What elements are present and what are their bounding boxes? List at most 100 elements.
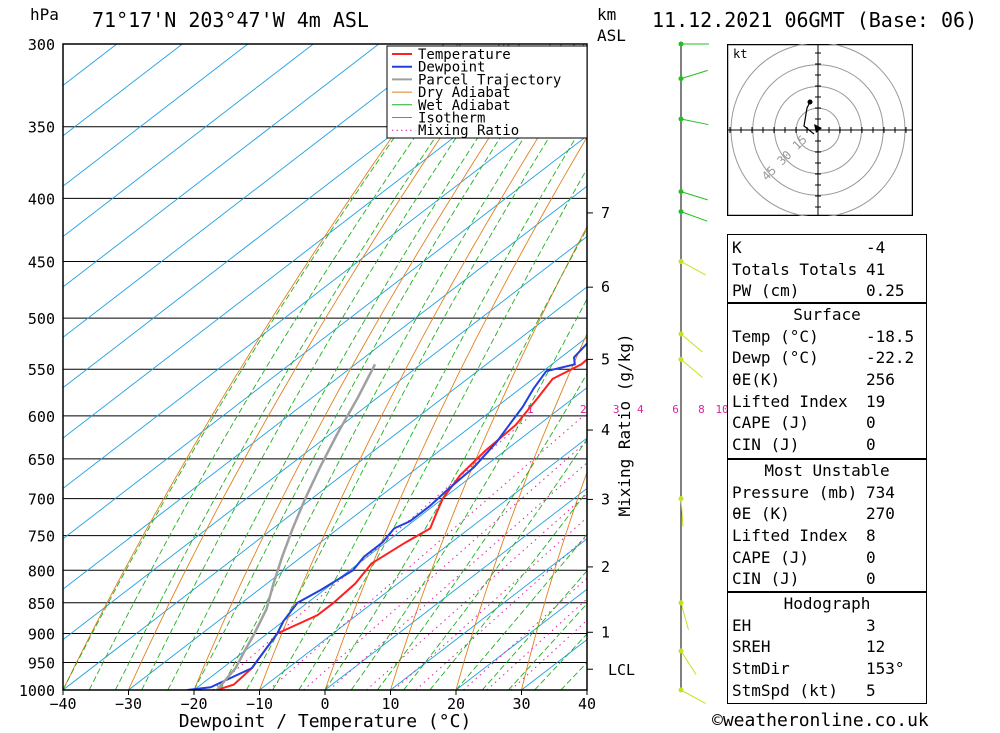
most-unstable-index-value: 0 <box>866 547 876 567</box>
wet-adiabat-line <box>324 227 587 690</box>
legend-entry: Wet Adiabat <box>418 98 511 114</box>
isotherm-line <box>63 44 118 86</box>
pressure-tick-label: 950 <box>28 654 55 672</box>
pressure-tick-label: 500 <box>28 310 55 328</box>
most-unstable-index-value: 0 <box>866 569 876 589</box>
isotherm-line <box>63 44 445 338</box>
hodograph-index-value: 12 <box>866 637 886 657</box>
temperature-tick-label: 0 <box>320 695 329 713</box>
surface-index-value: -22.2 <box>866 348 915 368</box>
mixing-ratio-line <box>303 440 587 690</box>
pressure-tick-label: 800 <box>28 562 55 580</box>
x-axis-label: Dewpoint / Temperature (°C) <box>179 711 472 732</box>
mixing-ratio-label: 2 <box>580 403 587 416</box>
most-unstable-index-label: θE (K) <box>732 504 790 524</box>
legend-entry: Mixing Ratio <box>418 123 519 139</box>
mixing-ratio-line <box>366 493 587 690</box>
legend-entry: Dry Adiabat <box>418 85 511 101</box>
isotherm-line <box>63 235 587 641</box>
surface-index-value: 256 <box>866 370 895 390</box>
hodograph-index-value: 5 <box>866 680 876 700</box>
copyright-footer[interactable]: ©weatheronline.co.uk <box>712 710 929 731</box>
wet-adiabat-line <box>246 75 587 690</box>
isotherm-line <box>63 44 576 439</box>
hodograph-index-row: SREH 12 <box>728 636 926 658</box>
pressure-tick-label: 1000 <box>19 682 55 700</box>
surface-index-value: 0 <box>866 413 876 433</box>
wind-barb <box>680 602 689 630</box>
dry-adiabat-line <box>128 44 505 690</box>
km-unit-label: km <box>597 5 617 24</box>
km-tick-label: 1 <box>601 623 610 641</box>
legend-entry: Dewpoint <box>418 60 485 76</box>
km-tick-label: 4 <box>601 421 610 439</box>
wet-adiabat-line <box>141 44 521 690</box>
mixing-ratio-label: 10 <box>715 403 728 416</box>
wind-barb <box>680 333 703 353</box>
wet-adiabat-line <box>88 44 481 690</box>
surface-index-value: 19 <box>866 391 886 411</box>
mixing-ratio-label: 3 <box>613 403 620 416</box>
hodograph-trace <box>803 101 815 135</box>
most-unstable-index-row: Lifted Index 8 <box>728 525 926 547</box>
pressure-tick-label: 550 <box>28 361 55 379</box>
hodograph-index-label: StmDir <box>732 659 790 679</box>
temperature-tick-label: 20 <box>447 695 465 713</box>
most-unstable-index-value: 270 <box>866 504 895 524</box>
legend-box <box>386 45 588 139</box>
temperature-series <box>216 358 587 690</box>
asl-unit-label: ASL <box>597 26 626 45</box>
surface-index-label: θE(K) <box>732 370 781 390</box>
mixing-ratio-axis-label: Mixing Ratio (g/kg) <box>615 333 634 516</box>
isotherm-line <box>63 135 587 540</box>
hodograph-index-label: EH <box>732 615 752 635</box>
dry-adiabat-line <box>63 44 459 690</box>
pressure-tick-label: 600 <box>28 408 55 426</box>
legend-entry: Isotherm <box>418 111 485 127</box>
wet-adiabat-line <box>298 168 587 690</box>
hodograph-point <box>807 99 813 105</box>
wind-barb <box>680 261 706 276</box>
pressure-tick-label: 300 <box>28 36 55 54</box>
wet-adiabat-line <box>63 44 462 690</box>
surface-index-value: 0 <box>866 435 876 455</box>
isotherm-line <box>63 44 511 389</box>
dry-adiabat-line <box>980 44 1000 690</box>
dry-adiabat-line <box>455 332 587 690</box>
wet-adiabat-line <box>429 490 587 690</box>
most-unstable-index-value: 8 <box>866 526 876 546</box>
surface-panel: Surface Temp (°C) -18.5 Dewp (°C) -22.2 θE(K… <box>727 303 927 459</box>
pressure-tick-label: 450 <box>28 254 55 272</box>
dry-adiabat-line <box>390 225 587 690</box>
km-tick-label: 3 <box>601 490 610 508</box>
most-unstable-index-label: Lifted Index <box>732 526 848 546</box>
dry-adiabat-line <box>324 136 587 690</box>
wind-barb <box>680 358 703 378</box>
general-index-value: 41 <box>866 259 886 279</box>
wet-adiabat-line <box>193 44 563 690</box>
isotherm-line <box>259 437 587 690</box>
km-tick-label: 6 <box>601 278 610 296</box>
pressure-tick-label: 350 <box>28 119 55 137</box>
most-unstable-index-label: CIN (J) <box>732 569 800 589</box>
mixing-ratio-label: 8 <box>698 403 705 416</box>
isotherm-line <box>324 487 587 690</box>
wind-barb <box>680 689 706 704</box>
pressure-tick-label: 850 <box>28 595 55 613</box>
wet-adiabat-line <box>377 372 587 690</box>
mixing-ratio-line <box>463 577 587 690</box>
general-index-value: 0.25 <box>866 281 905 301</box>
surface-index-value: -18.5 <box>866 326 915 346</box>
pressure-tick-label: 650 <box>28 451 55 469</box>
hodograph-index-label: StmSpd (kt) <box>732 680 838 700</box>
most-unstable-index-row: CAPE (J) 0 <box>728 547 926 569</box>
legend-entry: Temperature <box>418 47 511 63</box>
isotherm-line <box>128 336 587 690</box>
hodograph-index-value: 153° <box>866 659 905 679</box>
surface-index-row: CIN (J) 0 <box>728 434 926 456</box>
surface-index-row: θE(K) 256 <box>728 369 926 391</box>
hodograph-index-row: EH 3 <box>728 615 926 637</box>
pressure-tick-label: 400 <box>28 190 55 208</box>
pressure-tick-label: 750 <box>28 528 55 546</box>
most-unstable-title: Most Unstable <box>764 461 890 480</box>
